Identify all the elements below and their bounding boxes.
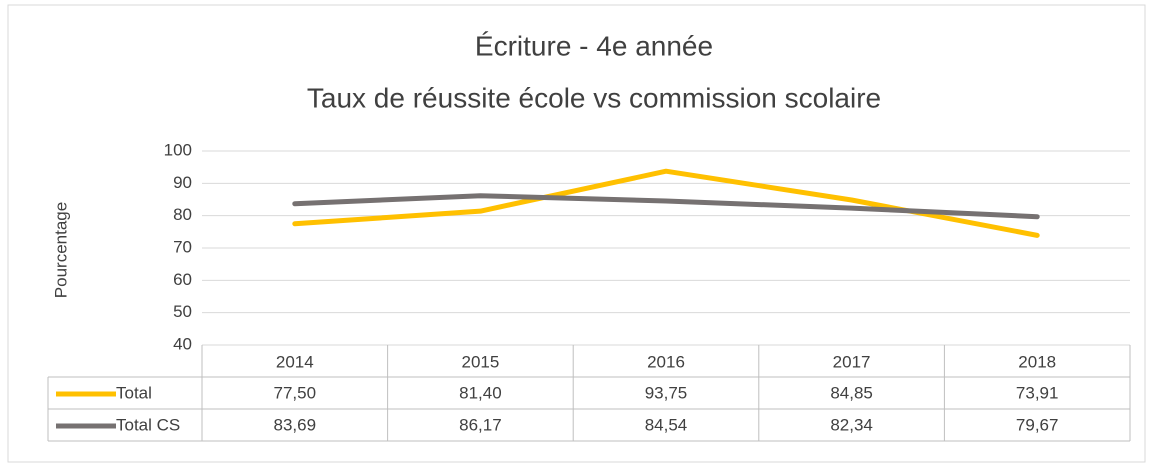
y-tick-label: 80 (173, 205, 192, 224)
x-tick-label: 2014 (276, 352, 314, 371)
line-series (292, 193, 1040, 220)
table-value: 73,91 (1016, 383, 1059, 402)
table-value: 81,40 (459, 383, 502, 402)
chart-subtitle: Taux de réussite école vs commission sco… (307, 82, 881, 113)
x-tick-label: 2018 (1018, 352, 1056, 371)
chart-title: Écriture - 4e année (475, 30, 713, 61)
y-tick-label: 50 (173, 302, 192, 321)
table-value: 84,85 (830, 383, 873, 402)
y-axis-label: Pourcentage (51, 202, 70, 298)
table-value: 83,69 (274, 415, 317, 434)
y-tick-label: 60 (173, 270, 192, 289)
x-tick-label: 2016 (647, 352, 685, 371)
legend-label: Total CS (116, 415, 180, 434)
x-tick-label: 2017 (833, 352, 871, 371)
y-tick-label: 100 (164, 140, 192, 159)
y-tick-label: 90 (173, 173, 192, 192)
y-tick-label: 70 (173, 237, 192, 256)
table-value: 82,34 (830, 415, 873, 434)
table-value: 79,67 (1016, 415, 1059, 434)
table-value: 86,17 (459, 415, 502, 434)
legend-label: Total (116, 383, 152, 402)
chart-border (7, 4, 1146, 463)
x-tick-label: 2015 (461, 352, 499, 371)
table-value: 93,75 (645, 383, 688, 402)
table-value: 84,54 (645, 415, 688, 434)
table-value: 77,50 (274, 383, 317, 402)
y-tick-label: 40 (173, 334, 192, 353)
